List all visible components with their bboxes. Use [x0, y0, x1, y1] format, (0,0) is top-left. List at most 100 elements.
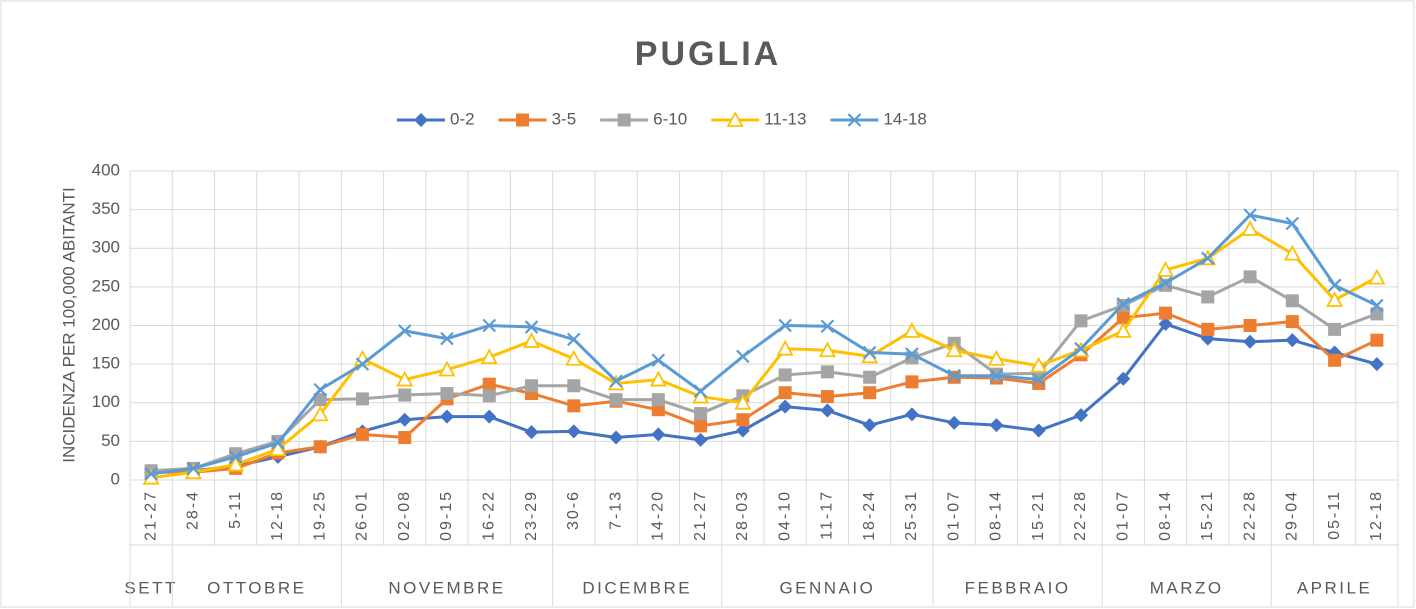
x-tick-label: 29-04 — [1284, 490, 1301, 541]
marker — [1031, 372, 1046, 387]
marker — [355, 427, 369, 441]
marker — [1116, 311, 1130, 325]
marker — [398, 388, 412, 402]
marker — [311, 405, 329, 422]
marker — [736, 349, 750, 364]
x-tick-label: 05-11 — [1326, 490, 1343, 540]
marker — [945, 341, 963, 358]
x-tick-label: 09-15 — [438, 490, 455, 541]
legend-label: 14-18 — [883, 109, 926, 128]
marker — [820, 403, 835, 418]
x-tick-label: 08-14 — [1157, 490, 1174, 541]
y-tick-label: 300 — [92, 238, 120, 257]
x-tick-label: 23-29 — [523, 490, 540, 541]
x-tick-label: 21-27 — [142, 490, 159, 541]
marker — [820, 390, 834, 404]
y-tick-label: 100 — [92, 392, 120, 411]
legend-marker — [726, 111, 744, 127]
x-tick-label: 01-07 — [1114, 490, 1131, 541]
y-tick-label: 350 — [92, 199, 120, 218]
marker — [566, 424, 581, 439]
y-tick-label: 250 — [92, 276, 120, 295]
marker — [523, 332, 541, 348]
group-label: SETT — [124, 578, 177, 597]
marker — [186, 461, 201, 476]
marker — [355, 392, 369, 406]
marker — [565, 349, 583, 366]
marker — [905, 347, 919, 361]
marker — [1243, 319, 1257, 332]
x-tick-label: 02-08 — [396, 490, 413, 541]
legend-marker — [617, 113, 631, 127]
marker — [567, 399, 581, 413]
marker — [649, 370, 667, 387]
x-tick-label: 7-13 — [607, 490, 624, 530]
marker — [1243, 334, 1258, 349]
marker — [1241, 220, 1259, 236]
marker — [1285, 294, 1299, 308]
marker — [905, 375, 919, 389]
marker — [1158, 276, 1173, 290]
marker — [228, 450, 243, 464]
marker — [778, 386, 792, 400]
x-tick-label: 25-31 — [903, 490, 920, 541]
marker — [1285, 315, 1299, 329]
marker — [144, 467, 158, 481]
legend-label: 6-10 — [653, 109, 687, 128]
marker — [482, 377, 496, 391]
y-tick-label: 200 — [92, 315, 120, 334]
group-label: MARZO — [1150, 578, 1224, 597]
x-tick-label: 12-18 — [269, 490, 286, 541]
group-label: FEBBRAIO — [965, 578, 1071, 597]
marker — [1243, 208, 1257, 222]
y-tick-label: 150 — [92, 354, 120, 373]
marker — [1159, 306, 1173, 320]
legend-marker — [516, 113, 530, 127]
marker — [609, 393, 623, 407]
marker — [778, 318, 792, 333]
marker — [313, 382, 327, 397]
marker — [862, 418, 877, 433]
marker — [735, 423, 750, 438]
x-tick-label: 12-18 — [1368, 490, 1385, 541]
marker — [438, 360, 456, 377]
chart-title: PUGLIA — [635, 35, 781, 73]
marker — [903, 322, 921, 338]
series-line — [151, 275, 1378, 473]
marker — [1370, 298, 1384, 313]
marker — [567, 379, 581, 393]
series-line — [151, 311, 1378, 474]
marker — [398, 431, 412, 445]
marker — [1243, 270, 1257, 284]
x-tick-label: 04-10 — [776, 490, 793, 541]
x-tick-label: 19-25 — [311, 490, 328, 541]
marker — [863, 386, 877, 400]
marker — [1370, 333, 1384, 347]
group-label: OTTOBRE — [207, 578, 306, 597]
marker — [609, 430, 624, 445]
marker — [651, 353, 666, 368]
marker — [313, 440, 327, 454]
marker — [524, 425, 539, 440]
marker — [862, 345, 877, 360]
marker — [778, 368, 792, 382]
legend-label: 11-13 — [764, 109, 806, 128]
marker — [1369, 357, 1384, 372]
y-axis-label: INCIDENZA PER 100,000 ABITANTI — [59, 187, 78, 463]
marker — [397, 324, 412, 338]
legend-label: 3-5 — [552, 109, 577, 128]
y-tick-label: 50 — [101, 431, 120, 450]
marker — [776, 339, 794, 356]
marker — [1074, 314, 1088, 328]
marker — [1283, 244, 1301, 261]
series-line — [150, 213, 1378, 476]
marker — [482, 318, 497, 333]
x-tick-label: 01-07 — [945, 490, 962, 541]
marker — [1285, 333, 1300, 348]
marker — [693, 384, 708, 398]
marker — [989, 368, 1004, 383]
marker — [1074, 408, 1088, 423]
marker — [1201, 322, 1215, 336]
series-line — [151, 322, 1378, 474]
marker — [1328, 353, 1342, 367]
